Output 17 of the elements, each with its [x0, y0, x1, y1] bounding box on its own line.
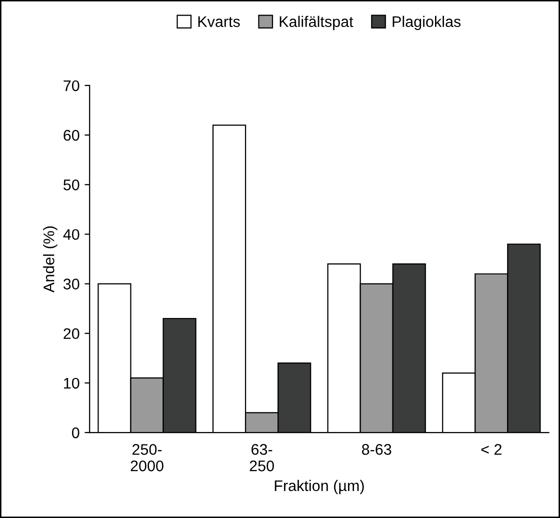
y-tick-label: 50 [63, 180, 80, 190]
x-tick-label: 8-63 [362, 444, 392, 455]
y-tick-label: 70 [64, 80, 80, 92]
y-tick-label: 10 [64, 378, 80, 389]
legend-label: Plagioklas [392, 16, 461, 30]
legend-label: Kvarts [198, 16, 240, 28]
x-axis-title: Fraktion (µm) [274, 480, 364, 494]
y-tick-label: 0 [72, 427, 80, 438]
y-axis-title: Andel (%) [43, 226, 58, 293]
x-tick-label: 250- 2000 [130, 444, 164, 472]
legend-label: Kalifältspat [280, 16, 354, 30]
y-tick-label: 60 [64, 130, 80, 141]
y-tick-label: 40 [63, 229, 80, 240]
x-tick-label: < 2 [481, 444, 502, 455]
x-tick-label: 63- 250 [250, 444, 274, 472]
y-tick-label: 30 [63, 278, 80, 290]
y-tick-label: 20 [64, 328, 80, 340]
